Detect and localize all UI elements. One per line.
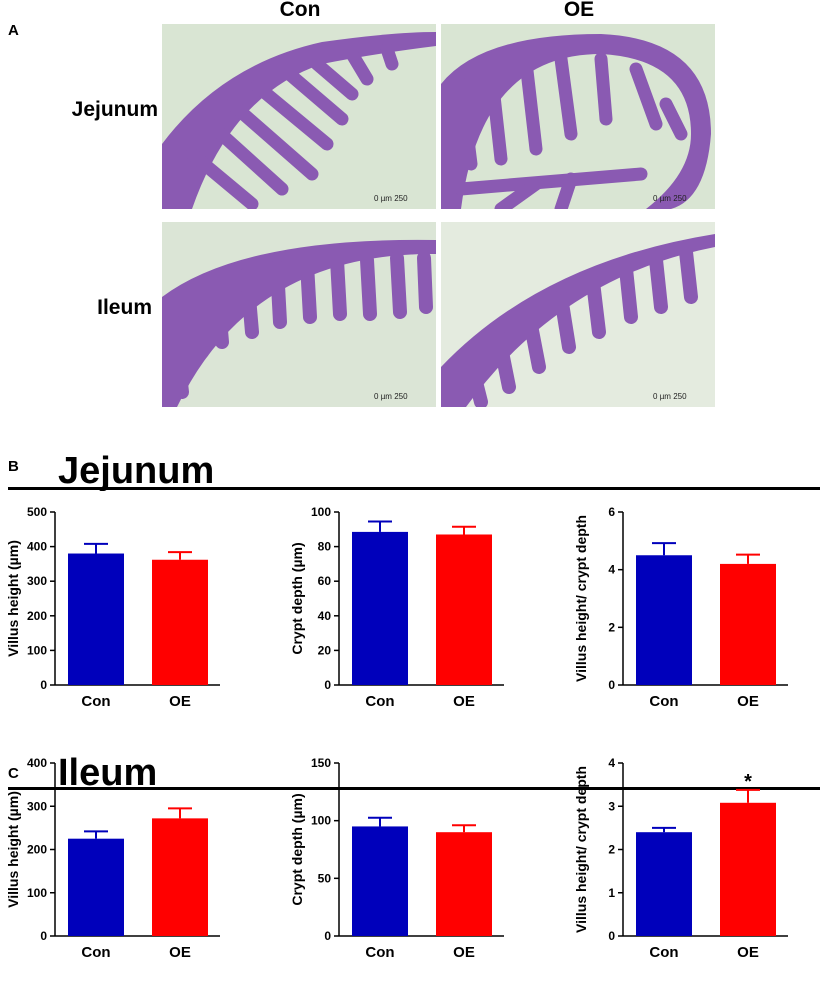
panel-b-letter: B	[8, 458, 19, 475]
micrograph-ileum-oe	[441, 222, 715, 407]
chart-ileum-villus-height: Villus height (µm) 0 100 200 300 400 Con OE	[0, 751, 250, 1001]
bar-con	[352, 826, 408, 936]
y-axis-label: Crypt depth (µm)	[289, 793, 305, 905]
y-tick-label: 0	[608, 929, 615, 943]
scale-bar-start: 0	[653, 392, 658, 401]
scale-bar-start: 0	[374, 392, 379, 401]
scale-bar-unit: µm	[380, 392, 392, 401]
scale-bar-4: 0 µm 250	[653, 392, 687, 401]
row-header-ileum: Ileum	[97, 296, 152, 319]
x-category-label: Con	[649, 693, 678, 710]
y-tick-label: 0	[40, 678, 47, 692]
chart-ileum-ratio: Villus height/ crypt depth 0 1 2 3 4 Con OE *	[568, 751, 818, 1001]
y-tick-label: 200	[27, 609, 47, 623]
y-tick-label: 4	[608, 756, 615, 770]
chart-jejunum-crypt-depth: Crypt depth (µm) 0 20 40 60 80 100 Con OE	[284, 500, 534, 750]
x-category-label: OE	[737, 944, 759, 961]
panel-c-letter: C	[8, 765, 19, 782]
bar-con	[68, 838, 124, 936]
scale-bar-2: 0 µm 250	[653, 194, 687, 203]
y-tick-label: 300	[27, 574, 47, 588]
significance-marker: *	[744, 771, 752, 793]
y-tick-label: 100	[27, 886, 47, 900]
x-category-label: OE	[453, 693, 475, 710]
y-axis-label: Villus height/ crypt depth	[573, 515, 589, 682]
y-tick-label: 200	[27, 843, 47, 857]
micrograph-jejunum-oe	[441, 24, 715, 209]
bar-oe	[720, 563, 776, 685]
scale-bar-start: 0	[374, 194, 379, 203]
x-category-label: Con	[365, 944, 394, 961]
x-category-label: Con	[649, 944, 678, 961]
y-tick-label: 6	[608, 505, 615, 519]
bar-oe	[152, 559, 208, 685]
y-tick-label: 300	[27, 799, 47, 813]
scale-bar-1: 0 µm 250	[374, 194, 408, 203]
y-tick-label: 0	[324, 929, 331, 943]
x-category-label: OE	[737, 693, 759, 710]
bar-oe	[152, 818, 208, 936]
chart-jejunum-ratio: Villus height/ crypt depth 0 2 4 6 Con OE	[568, 500, 818, 750]
y-tick-label: 0	[608, 678, 615, 692]
y-tick-label: 0	[40, 929, 47, 943]
y-tick-label: 50	[318, 871, 332, 885]
x-category-label: OE	[453, 944, 475, 961]
y-tick-label: 3	[608, 799, 615, 813]
y-tick-label: 2	[608, 620, 615, 634]
row-header-jejunum: Jejunum	[71, 98, 158, 121]
scale-bar-unit: µm	[380, 194, 392, 203]
y-tick-label: 60	[318, 574, 332, 588]
bar-oe	[436, 534, 492, 685]
y-tick-label: 0	[324, 678, 331, 692]
bar-con	[636, 555, 692, 685]
y-tick-label: 500	[27, 505, 47, 519]
bar-oe	[720, 802, 776, 936]
panel-b-title: Jejunum	[58, 450, 215, 492]
bar-oe	[436, 832, 492, 936]
scale-bar-3: 0 µm 250	[374, 392, 408, 401]
column-header-con: Con	[279, 0, 321, 21]
scale-bar-end: 250	[394, 194, 408, 203]
x-category-label: Con	[81, 693, 110, 710]
y-tick-label: 1	[608, 886, 615, 900]
scale-bar-unit: µm	[659, 392, 671, 401]
panel-c-rule	[8, 787, 820, 790]
y-tick-label: 100	[311, 505, 331, 519]
y-tick-label: 100	[311, 814, 331, 828]
y-axis-label: Villus height (µm)	[5, 540, 21, 657]
scale-bar-end: 250	[673, 392, 687, 401]
scale-bar-end: 250	[673, 194, 687, 203]
bar-con	[636, 832, 692, 936]
y-tick-label: 80	[318, 540, 332, 554]
bar-con	[352, 531, 408, 685]
y-tick-label: 2	[608, 843, 615, 857]
y-axis-label: Villus height/ crypt depth	[573, 766, 589, 933]
panel-b-rule	[8, 487, 820, 490]
scale-bar-unit: µm	[659, 194, 671, 203]
x-category-label: OE	[169, 944, 191, 961]
y-axis-label: Crypt depth (µm)	[289, 542, 305, 654]
micrograph-jejunum-con	[162, 24, 436, 209]
y-tick-label: 100	[27, 643, 47, 657]
scale-bar-start: 0	[653, 194, 658, 203]
bar-con	[68, 553, 124, 685]
column-header-oe: OE	[563, 0, 595, 21]
chart-jejunum-villus-height: Villus height (µm) 0 100 200 300 400 500 Con OE	[0, 500, 250, 750]
x-category-label: Con	[81, 944, 110, 961]
y-tick-label: 150	[311, 756, 331, 770]
panel-c-title: Ileum	[58, 752, 158, 794]
scale-bar-end: 250	[394, 392, 408, 401]
y-tick-label: 4	[608, 563, 615, 577]
panel-a-letter: A	[8, 22, 19, 39]
y-tick-label: 40	[318, 609, 332, 623]
y-tick-label: 20	[318, 643, 332, 657]
micrograph-ileum-con	[162, 222, 436, 407]
x-category-label: Con	[365, 693, 394, 710]
y-tick-label: 400	[27, 756, 47, 770]
x-category-label: OE	[169, 693, 191, 710]
y-axis-label: Villus height (µm)	[5, 791, 21, 908]
chart-ileum-crypt-depth: Crypt depth (µm) 0 50 100 150 Con OE	[284, 751, 534, 1001]
y-tick-label: 400	[27, 540, 47, 554]
